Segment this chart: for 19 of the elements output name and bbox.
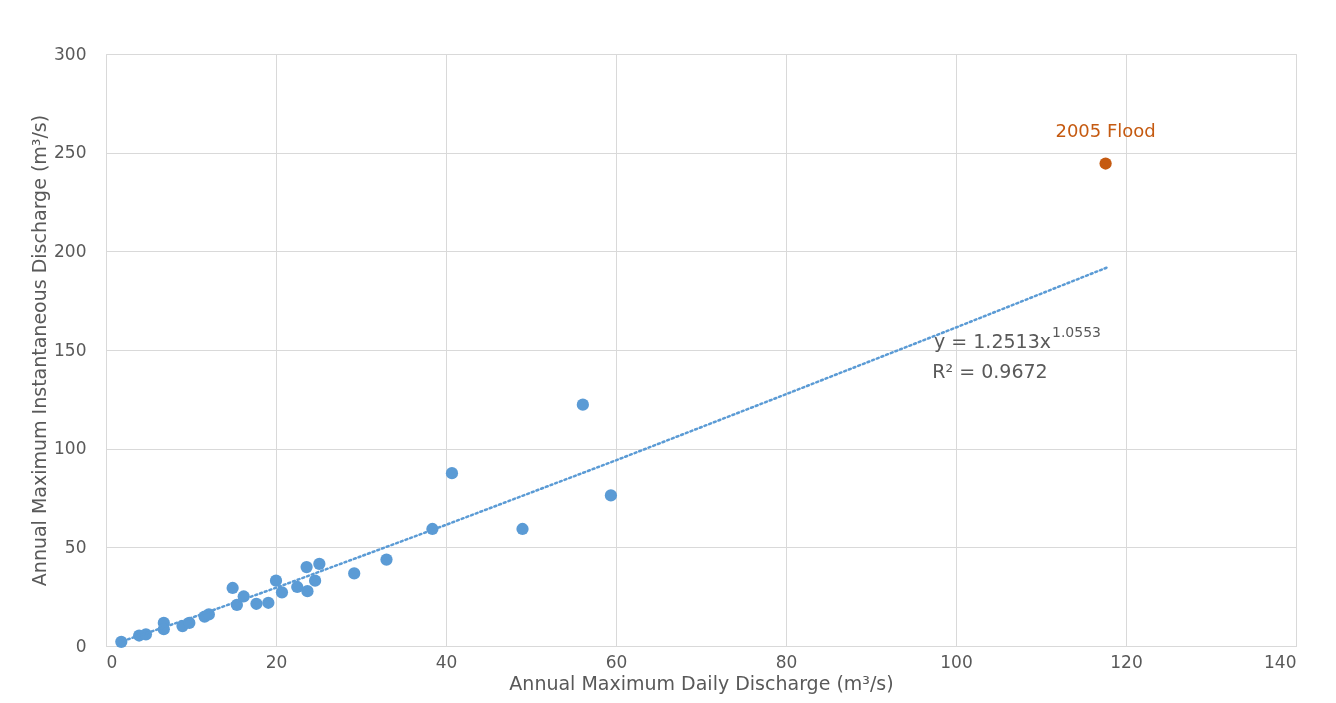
y-tick-label: 50 xyxy=(64,536,87,557)
x-tick-label: 40 xyxy=(435,651,458,672)
y-tick-label: 150 xyxy=(54,339,87,360)
y-tick-label: 100 xyxy=(54,438,87,459)
y-tick-label: 0 xyxy=(75,635,87,656)
y-tick-label: 250 xyxy=(54,142,87,163)
y-tick-label: 200 xyxy=(54,240,87,261)
annotation: R² = 0.9672 xyxy=(932,360,1048,382)
y-tick-label: 300 xyxy=(54,43,87,64)
x-tick-label: 20 xyxy=(265,651,288,672)
x-tick-label: 120 xyxy=(1110,651,1143,672)
x-tick-label: 100 xyxy=(940,651,973,672)
series-label: 2005 Flood xyxy=(1055,119,1156,141)
x-tick-label: 60 xyxy=(605,651,628,672)
y-axis-title: Annual Maximum Instantaneous Discharge (m³/s) xyxy=(28,114,51,587)
x-tick-label: 0 xyxy=(106,651,118,672)
x-tick-label: 80 xyxy=(775,651,798,672)
x-tick-label: 140 xyxy=(1264,651,1297,672)
x-axis-title: Annual Maximum Daily Discharge (m³/s) xyxy=(509,671,894,694)
